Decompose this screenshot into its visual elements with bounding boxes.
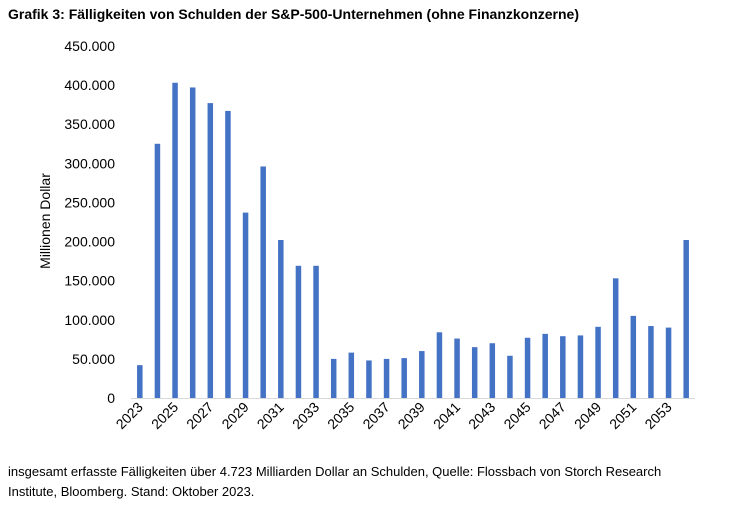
- y-tick-label: 350.000: [64, 116, 115, 132]
- bar: [207, 103, 214, 398]
- x-axis-ticks: 2023 2025 2027 2029 2031 2033 2035 2037 2039 2041…: [113, 399, 675, 432]
- footnote-line: insgesamt erfasste Fälligkeiten über 4.7…: [8, 464, 662, 479]
- bar: [383, 358, 390, 398]
- x-tick-label: 2039: [395, 399, 428, 432]
- x-tick-label: 2041: [430, 399, 463, 432]
- bar: [225, 110, 231, 399]
- bar: [348, 352, 355, 398]
- x-tick-label: 2053: [641, 399, 674, 432]
- bar: [471, 347, 478, 398]
- x-tick-label: 2031: [254, 399, 287, 432]
- y-tick-label: 0: [107, 390, 115, 406]
- bar: [313, 265, 319, 398]
- bar: [524, 337, 531, 398]
- bar: [189, 87, 196, 399]
- bar: [577, 335, 584, 398]
- bar: [366, 360, 372, 398]
- bar: [665, 327, 672, 398]
- x-tick-label: 2045: [500, 399, 533, 432]
- bar: [419, 351, 425, 398]
- bar: [330, 358, 337, 398]
- bar: [401, 358, 407, 398]
- bar: [260, 166, 266, 398]
- footnote-line: Institute, Bloomberg. Stand: Oktober 202…: [8, 484, 255, 499]
- footnote: insgesamt erfasste Fälligkeiten über 4.7…: [8, 462, 708, 502]
- x-tick-label: 2033: [289, 399, 322, 432]
- y-tick-label: 450.000: [64, 38, 115, 54]
- bar: [489, 343, 496, 398]
- chart-title: Grafik 3: Fälligkeiten von Schulden der …: [8, 6, 579, 22]
- bar: [630, 315, 637, 398]
- y-tick-label: 200.000: [64, 234, 115, 250]
- bar: [154, 143, 161, 398]
- bar: [595, 326, 601, 398]
- x-tick-label: 2027: [183, 399, 216, 432]
- y-tick-label: 300.000: [64, 155, 115, 171]
- y-tick-label: 250.000: [64, 194, 115, 210]
- bars: [137, 82, 689, 399]
- x-tick-label: 2049: [571, 399, 604, 432]
- bar: [278, 239, 284, 398]
- bar: [612, 278, 619, 398]
- bar: [172, 82, 178, 398]
- bar: [560, 336, 566, 398]
- bar-chart: 0 50.000 100.000 150.000 200.000 250.000 300.0…: [37, 38, 695, 432]
- y-tick-label: 50.000: [72, 351, 115, 367]
- x-tick-label: 2029: [218, 399, 251, 432]
- x-tick-label: 2037: [359, 399, 392, 432]
- bar: [648, 326, 654, 398]
- bar: [137, 365, 143, 398]
- x-tick-label: 2025: [148, 399, 181, 432]
- bar: [436, 332, 443, 398]
- bar: [242, 212, 249, 398]
- x-tick-label: 2043: [465, 399, 498, 432]
- y-tick-label: 100.000: [64, 312, 115, 328]
- bar: [295, 265, 302, 398]
- y-tick-label: 150.000: [64, 273, 115, 289]
- x-tick-label: 2051: [606, 399, 639, 432]
- y-tick-label: 400.000: [64, 77, 115, 93]
- x-tick-label: 2047: [536, 399, 569, 432]
- bar: [683, 239, 689, 398]
- bar: [507, 355, 513, 398]
- x-tick-label: 2023: [113, 399, 146, 432]
- bar: [542, 333, 548, 398]
- bar: [454, 338, 460, 398]
- y-axis-ticks: 0 50.000 100.000 150.000 200.000 250.000 300.0…: [64, 38, 115, 406]
- y-axis-label: Millionen Dollar: [37, 173, 53, 269]
- x-tick-label: 2035: [324, 399, 357, 432]
